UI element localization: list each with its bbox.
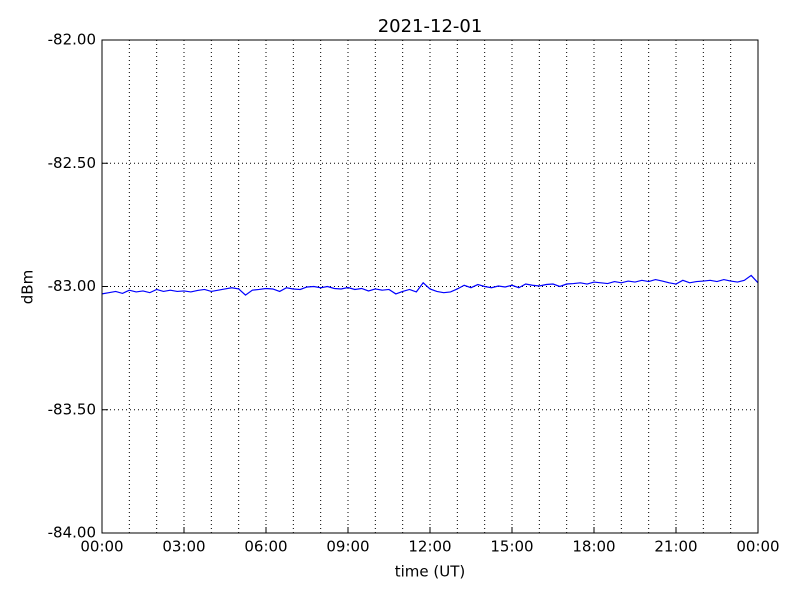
x-tick-label: 03:00 [162,538,205,556]
y-tick-label: -83.00 [48,277,96,295]
plot-frame [101,39,759,534]
y-tick-label: -82.50 [48,154,96,172]
data-line [101,274,759,296]
y-tick-label: -83.50 [48,400,96,418]
x-tick-label: 18:00 [572,538,615,556]
x-tick-label: 15:00 [490,538,533,556]
x-tick-label: 00:00 [736,538,779,556]
y-tick-label: -82.00 [48,31,96,49]
x-tick-label: 12:00 [408,538,451,556]
x-tick-label: 21:00 [654,538,697,556]
y-tick-label: -84.00 [48,524,96,542]
x-tick-label: 06:00 [244,538,287,556]
x-axis-label: time (UT) [395,563,466,581]
y-axis-label: dBm [19,270,37,304]
chart-title: 2021-12-01 [378,16,483,37]
x-tick-label: 00:00 [80,538,123,556]
x-tick-label: 09:00 [326,538,369,556]
